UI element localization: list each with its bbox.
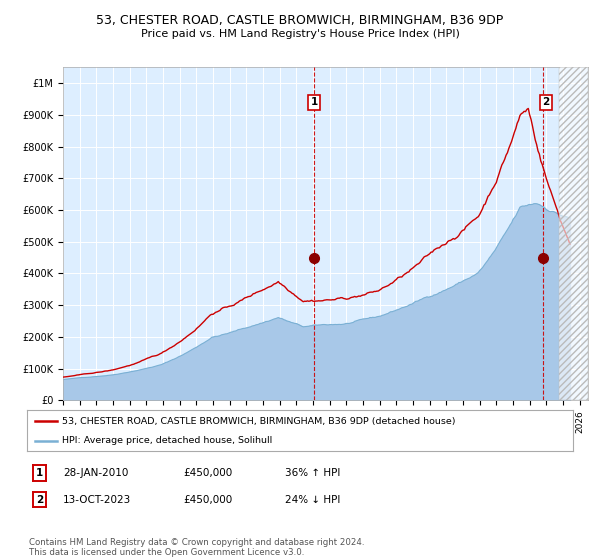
Text: 24% ↓ HPI: 24% ↓ HPI xyxy=(285,494,340,505)
Text: 53, CHESTER ROAD, CASTLE BROMWICH, BIRMINGHAM, B36 9DP (detached house): 53, CHESTER ROAD, CASTLE BROMWICH, BIRMI… xyxy=(62,417,456,426)
Text: Contains HM Land Registry data © Crown copyright and database right 2024.
This d: Contains HM Land Registry data © Crown c… xyxy=(29,538,364,557)
Text: £450,000: £450,000 xyxy=(183,468,232,478)
Text: 2: 2 xyxy=(36,494,43,505)
Text: 13-OCT-2023: 13-OCT-2023 xyxy=(63,494,131,505)
Text: £450,000: £450,000 xyxy=(183,494,232,505)
Text: 36% ↑ HPI: 36% ↑ HPI xyxy=(285,468,340,478)
Text: 28-JAN-2010: 28-JAN-2010 xyxy=(63,468,128,478)
Text: 2: 2 xyxy=(542,97,550,107)
Text: HPI: Average price, detached house, Solihull: HPI: Average price, detached house, Soli… xyxy=(62,436,273,445)
Text: 1: 1 xyxy=(311,97,318,107)
Text: Price paid vs. HM Land Registry's House Price Index (HPI): Price paid vs. HM Land Registry's House … xyxy=(140,29,460,39)
Text: 53, CHESTER ROAD, CASTLE BROMWICH, BIRMINGHAM, B36 9DP: 53, CHESTER ROAD, CASTLE BROMWICH, BIRMI… xyxy=(97,14,503,27)
Text: 1: 1 xyxy=(36,468,43,478)
